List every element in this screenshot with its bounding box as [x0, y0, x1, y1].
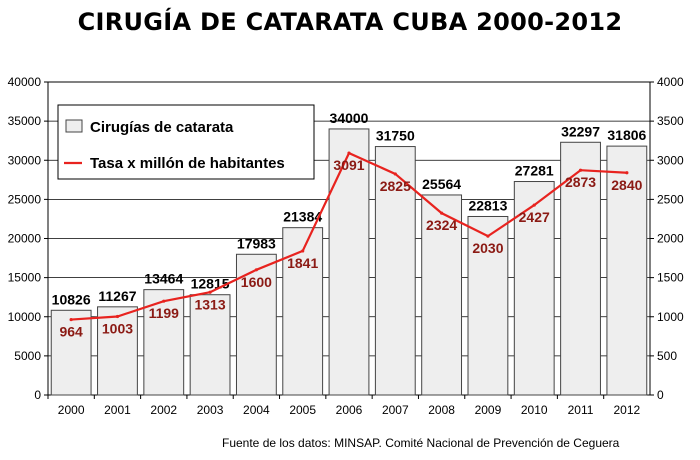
bar-value-label: 13464 [144, 271, 183, 287]
y-left-tick-label: 20000 [8, 232, 42, 246]
x-tick-label: 2004 [243, 403, 270, 417]
y-right-tick-label: 2500 [657, 192, 684, 206]
rate-value-label: 1841 [287, 255, 318, 271]
bar-value-label: 21384 [283, 209, 322, 225]
rate-value-label: 1199 [149, 305, 180, 321]
rate-point [393, 172, 397, 176]
rate-point [347, 151, 351, 155]
rate-value-label: 1003 [102, 321, 133, 337]
bar [50, 309, 92, 396]
bar [143, 289, 185, 396]
bar-value-label: 31806 [607, 127, 646, 143]
rate-point [532, 203, 536, 207]
x-tick-label: 2000 [58, 403, 85, 417]
rate-value-label: 2873 [565, 174, 596, 190]
bar-value-label: 31750 [376, 128, 415, 144]
y-left-tick-label: 35000 [8, 114, 42, 128]
rate-value-label: 2030 [472, 240, 503, 256]
rate-point [162, 299, 166, 303]
y-left-tick-label: 40000 [8, 75, 42, 89]
rate-point [301, 249, 305, 253]
y-right-tick-label: 500 [657, 349, 677, 363]
legend-bar-swatch [65, 119, 83, 133]
legend-line-label: Tasa x millón de habitantes [90, 155, 285, 172]
bar [606, 145, 648, 396]
y-left-tick-label: 30000 [8, 153, 42, 167]
x-tick-label: 2006 [336, 403, 363, 417]
rate-point [208, 290, 212, 294]
rate-value-label: 2324 [426, 217, 457, 233]
rate-point [254, 268, 258, 272]
y-right-tick-label: 3500 [657, 114, 684, 128]
bar [328, 128, 370, 396]
bar-value-label: 32297 [561, 123, 600, 139]
legend-bar-label: Cirugías de catarata [90, 119, 234, 136]
x-tick-label: 2011 [568, 403, 594, 417]
rate-point [440, 211, 444, 215]
bar-value-label: 25564 [422, 176, 461, 192]
x-tick-label: 2010 [521, 403, 548, 417]
legend-box [57, 104, 315, 180]
rate-point [115, 314, 120, 319]
bar-value-label: 22813 [468, 197, 507, 213]
bar-value-label: 17983 [237, 235, 276, 251]
rate-value-label: 1600 [241, 274, 272, 290]
x-tick-label: 2001 [104, 403, 131, 417]
bar-value-label: 10826 [52, 291, 91, 307]
x-tick-label: 2005 [289, 403, 316, 417]
bar [513, 181, 555, 396]
rate-point [69, 317, 73, 322]
y-right-tick-label: 2000 [657, 232, 684, 246]
bar [374, 146, 416, 396]
bar-value-label: 27281 [515, 163, 554, 179]
y-left-tick-label: 15000 [8, 271, 42, 285]
bar [467, 215, 509, 396]
bar [560, 141, 601, 396]
rate-value-label: 2427 [519, 209, 550, 225]
bar-value-label: 11267 [98, 288, 136, 304]
source-note: Fuente de los datos: MINSAP. Comité Naci… [222, 436, 620, 450]
bar [421, 194, 463, 396]
x-tick-label: 2002 [150, 403, 177, 417]
x-tick-label: 2008 [428, 403, 455, 417]
rate-value-label: 2840 [611, 177, 642, 193]
bar [97, 306, 138, 396]
x-tick-label: 2003 [197, 403, 224, 417]
y-right-tick-label: 1500 [657, 271, 684, 285]
y-right-tick-label: 4000 [657, 75, 684, 89]
y-left-tick-label: 25000 [8, 192, 42, 206]
y-right-tick-label: 0 [657, 388, 664, 402]
rate-point [578, 168, 583, 172]
rate-value-label: 3091 [333, 157, 364, 173]
rate-value-label: 2825 [380, 178, 411, 194]
rate-point [625, 171, 629, 175]
y-left-tick-label: 0 [34, 388, 41, 402]
y-right-tick-label: 3000 [657, 153, 684, 167]
y-left-tick-label: 5000 [14, 349, 41, 363]
bar-value-label: 34000 [330, 110, 369, 126]
rate-value-label: 964 [59, 324, 83, 340]
x-tick-label: 2007 [382, 403, 409, 417]
bar [189, 294, 231, 396]
y-right-tick-label: 1000 [657, 310, 684, 324]
rate-value-label: 1313 [194, 296, 225, 312]
bar [282, 227, 324, 396]
y-left-tick-label: 10000 [8, 310, 42, 324]
x-tick-label: 2009 [475, 403, 502, 417]
rate-point [486, 234, 490, 238]
x-tick-label: 2012 [613, 403, 640, 417]
page-title: CIRUGÍA DE CATARATA CUBA 2000-2012 [77, 8, 623, 36]
bar [235, 253, 277, 396]
bar-value-label: 12815 [191, 276, 230, 292]
